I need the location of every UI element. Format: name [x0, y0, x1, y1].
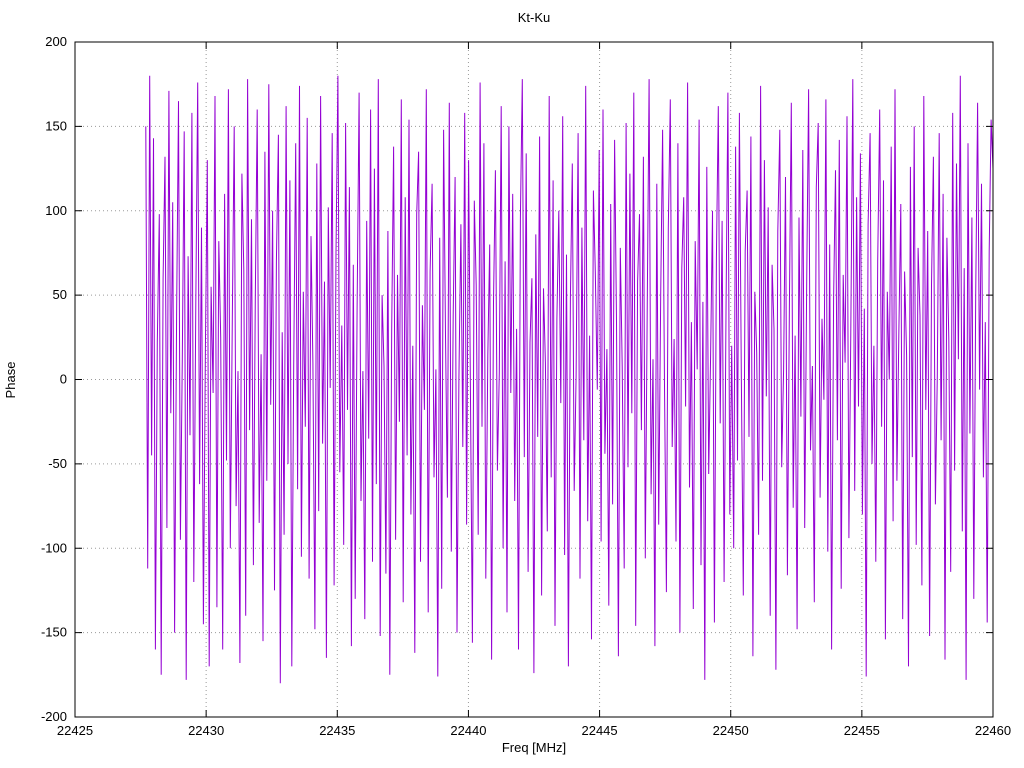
x-tick-label: 22445 — [581, 723, 617, 738]
y-tick-label: -200 — [41, 709, 67, 724]
y-tick-label: 200 — [45, 34, 67, 49]
tick-labels: 22425 22430 22435 22440 22445 22450 22455 22460… — [41, 34, 1011, 738]
plot-border — [74, 41, 994, 718]
y-tick-label: 0 — [60, 372, 67, 387]
x-tick-label: 22450 — [713, 723, 749, 738]
chart-title: Kt-Ku — [518, 10, 551, 25]
x-tick-label: 22460 — [975, 723, 1011, 738]
x-tick-label: 22435 — [319, 723, 355, 738]
x-tick-label: 22425 — [57, 723, 93, 738]
x-tick-label: 22430 — [188, 723, 224, 738]
x-tick-label: 22455 — [844, 723, 880, 738]
y-tick-label: -150 — [41, 625, 67, 640]
y-tick-label: -50 — [48, 456, 67, 471]
y-axis-label: Phase — [3, 362, 18, 399]
y-tick-label: -100 — [41, 540, 67, 555]
data-series — [145, 75, 994, 684]
y-tick-label: 150 — [45, 118, 67, 133]
y-tick-label: 50 — [53, 287, 67, 302]
phase-line — [145, 75, 994, 684]
y-tick-label: 100 — [45, 203, 67, 218]
x-tick-label: 22440 — [450, 723, 486, 738]
x-axis-label: Freq [MHz] — [502, 740, 566, 755]
